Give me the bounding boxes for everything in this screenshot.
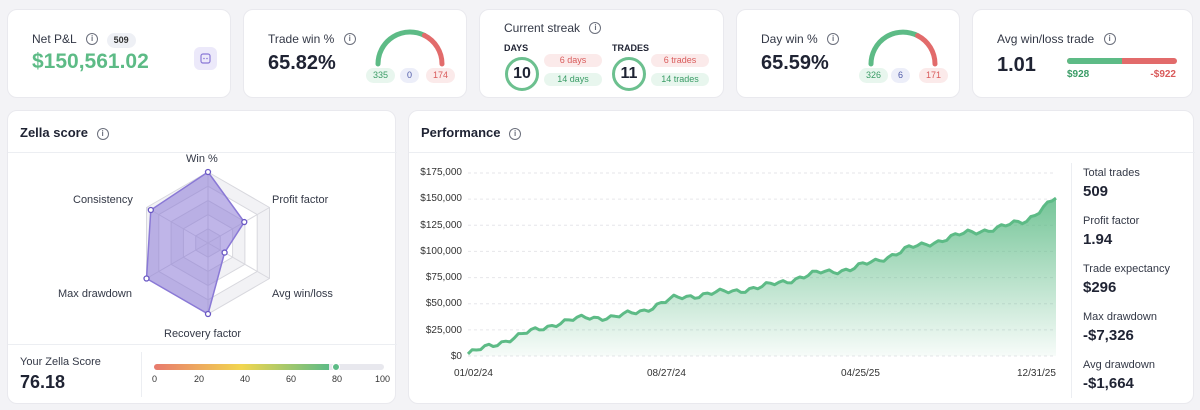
- avg-win-loss-value: 1.01: [997, 54, 1036, 76]
- trade-count-badge: 509: [106, 33, 136, 48]
- radar-label-max-drawdown: Max drawdown: [58, 288, 132, 300]
- radar-point: [147, 206, 154, 214]
- info-icon[interactable]: i: [96, 127, 109, 140]
- scale-tick: 0: [152, 374, 158, 384]
- day-win-value: 65.59%: [761, 52, 829, 74]
- x-tick-label: 08/27/24: [647, 368, 686, 379]
- scale-tick: 40: [240, 374, 251, 384]
- current-streak-card: Current streak i DAYS 10 6 days 14 days …: [479, 9, 724, 98]
- y-tick-label: $150,000: [420, 193, 462, 204]
- win-count-pill: 326: [859, 68, 889, 83]
- radar-label-profit-factor: Profit factor: [272, 194, 329, 206]
- stat-total-trades-value: 509: [1083, 183, 1109, 200]
- y-tick-label: $175,000: [420, 167, 462, 178]
- zella-radar-chart: [143, 168, 270, 318]
- net-pnl-value: $150,561.02: [32, 50, 149, 73]
- stat-trade-expectancy-value: $296: [1083, 279, 1117, 296]
- net-pnl-label: Net P&L: [32, 32, 77, 46]
- zella-score-card: Zella score i Win % Profit factor Avg wi…: [7, 110, 397, 404]
- zella-title: Zella score: [20, 125, 88, 140]
- avg-win-loss-card: Avg win/loss trade i 1.01 $928 -$922: [972, 9, 1193, 98]
- day-win-label: Day win %: [761, 32, 818, 46]
- info-icon[interactable]: i: [343, 32, 356, 45]
- performance-chart: [466, 172, 1057, 357]
- y-tick-label: $100,000: [420, 246, 462, 257]
- y-tick-label: $75,000: [425, 272, 462, 283]
- performance-line: [466, 196, 1057, 355]
- x-tick-label: 01/02/24: [454, 368, 493, 379]
- zella-score-marker: [332, 363, 341, 371]
- scale-tick: 100: [375, 374, 391, 384]
- info-icon[interactable]: i: [589, 21, 602, 34]
- loss-count-pill: 171: [919, 68, 949, 83]
- performance-area: [468, 198, 1056, 356]
- stat-max-drawdown-value: -$7,326: [1083, 327, 1134, 344]
- stat-avg-drawdown-label: Avg drawdown: [1083, 359, 1155, 371]
- radar-point: [143, 275, 150, 282]
- days-loss-pill: 6 days: [544, 54, 602, 67]
- even-count-pill: 0: [400, 68, 420, 83]
- info-icon[interactable]: i: [1103, 32, 1116, 45]
- net-pnl-card: Net P&L i 509 $150,561.02: [7, 9, 231, 98]
- y-tick-label: $25,000: [425, 325, 462, 336]
- x-tick-label: 04/25/25: [841, 368, 880, 379]
- performance-title: Performance: [421, 125, 501, 140]
- calendar-icon[interactable]: [194, 47, 217, 70]
- net-pnl-header: Net P&L i 509: [32, 30, 136, 48]
- avg-loss-value: -$922: [1150, 69, 1176, 80]
- zella-score-bar-fill: [154, 364, 330, 370]
- x-tick-label: 12/31/25: [1017, 368, 1056, 379]
- scale-tick: 60: [286, 374, 297, 384]
- radar-point: [204, 310, 212, 318]
- zella-score-label: Your Zella Score: [20, 356, 101, 368]
- stat-total-trades-label: Total trades: [1083, 167, 1140, 179]
- even-count-pill: 6: [891, 68, 911, 83]
- days-win-pill: 14 days: [544, 73, 602, 86]
- trades-label: TRADES: [612, 43, 650, 53]
- trades-win-pill: 14 trades: [651, 73, 709, 86]
- info-icon[interactable]: i: [827, 32, 840, 45]
- avg-win-loss-label: Avg win/loss trade: [997, 32, 1095, 46]
- zella-title-wrap: Zella score i: [20, 125, 109, 140]
- stat-profit-factor-value: 1.94: [1083, 231, 1113, 248]
- y-tick-label: $0: [450, 351, 462, 362]
- info-icon[interactable]: i: [509, 127, 522, 140]
- avg-win-bar-fill: [1067, 58, 1122, 64]
- stat-avg-drawdown-value: -$1,664: [1083, 375, 1134, 392]
- stat-trade-expectancy-label: Trade expectancy: [1083, 263, 1171, 275]
- days-streak-value: 10: [505, 57, 539, 91]
- day-win-gauge: [868, 29, 938, 67]
- radar-point: [221, 249, 228, 256]
- trade-win-card: Trade win % i 65.82% 335 0 174: [243, 9, 467, 98]
- day-win-card: Day win % i 65.59% 326 6 171: [736, 9, 960, 98]
- radar-label-recovery-factor: Recovery factor: [164, 328, 242, 340]
- trade-win-value: 65.82%: [268, 52, 336, 74]
- radar-label-win: Win %: [186, 153, 218, 165]
- days-label: DAYS: [504, 43, 529, 53]
- stat-max-drawdown-label: Max drawdown: [1083, 311, 1157, 323]
- trade-win-label: Trade win %: [268, 32, 335, 46]
- avg-win-value: $928: [1067, 69, 1090, 80]
- streak-label: Current streak: [504, 21, 581, 35]
- radar-label-avg-win-loss: Avg win/loss: [272, 288, 333, 300]
- y-tick-label: $50,000: [425, 298, 462, 309]
- trades-loss-pill: 6 trades: [651, 54, 709, 67]
- radar-label-consistency: Consistency: [73, 194, 133, 206]
- zella-score-value: 76.18: [20, 372, 66, 392]
- win-count-pill: 335: [366, 68, 396, 83]
- radar-point: [204, 168, 212, 176]
- y-tick-label: $125,000: [420, 220, 462, 231]
- avg-win-loss-bar: [1067, 58, 1177, 64]
- trade-win-gauge: [375, 29, 445, 67]
- stat-profit-factor-label: Profit factor: [1083, 215, 1140, 227]
- scale-tick: 20: [194, 374, 205, 384]
- zella-score-bar: [154, 364, 384, 370]
- radar-point: [241, 218, 248, 226]
- info-icon[interactable]: i: [86, 32, 99, 45]
- scale-tick: 80: [332, 374, 343, 384]
- loss-count-pill: 174: [426, 68, 456, 83]
- trades-streak-value: 11: [612, 57, 646, 91]
